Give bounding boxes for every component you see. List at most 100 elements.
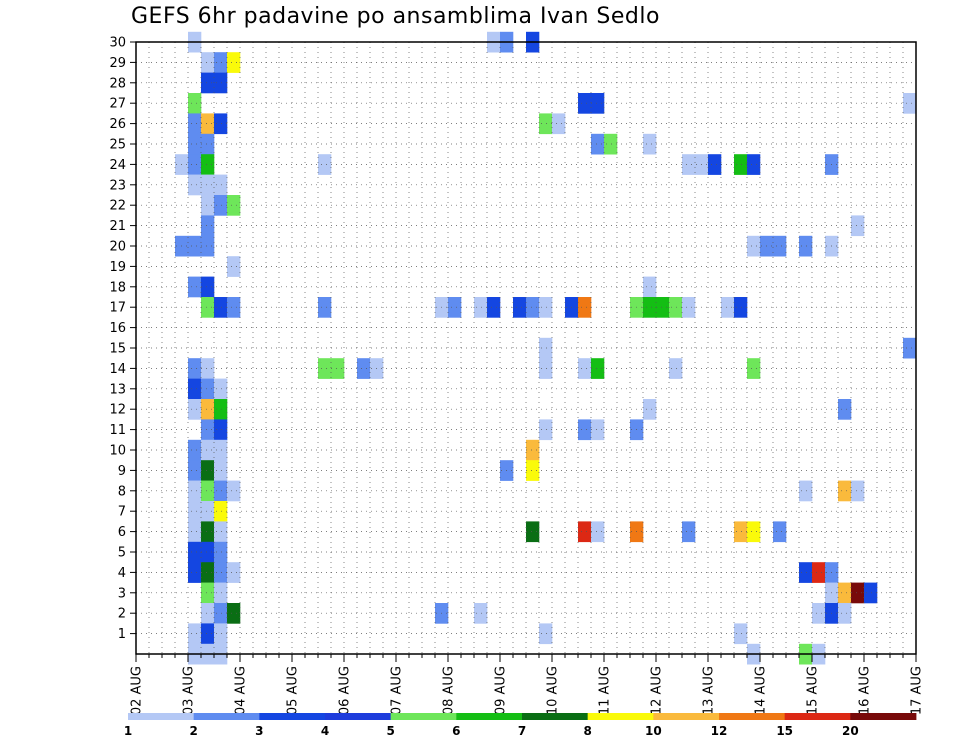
colorbar-label: 10 <box>645 724 662 738</box>
precip-cell <box>539 113 553 135</box>
x-tick-label: 16 AUG <box>858 666 873 715</box>
colorbar-label: 2 <box>189 724 197 738</box>
y-axis: 1234567891011121314151617181920212223242… <box>109 36 136 642</box>
precip-cell <box>539 358 553 379</box>
precip-cell <box>773 521 787 543</box>
colorbar-label: 15 <box>776 724 793 738</box>
precip-cell <box>214 72 228 94</box>
precip-cell <box>214 419 228 441</box>
precip-cell <box>318 358 332 379</box>
precip-cell <box>734 154 748 175</box>
precip-cell <box>201 582 215 604</box>
precip-cell <box>734 623 748 645</box>
y-tick-label: 30 <box>109 36 126 51</box>
colorbar-label: 7 <box>518 724 526 738</box>
precip-cell <box>214 562 228 583</box>
precip-cell <box>799 562 813 583</box>
precip-cell <box>214 399 228 420</box>
precip-cell <box>851 582 865 604</box>
precip-cell <box>201 113 215 135</box>
precip-cell <box>227 256 241 277</box>
precip-cell <box>747 358 761 379</box>
precip-cell <box>747 235 761 257</box>
precip-cell <box>773 235 787 257</box>
x-tick-label: 11 AUG <box>598 666 613 715</box>
precip-cell <box>214 623 228 645</box>
precip-cell <box>201 215 215 237</box>
precip-cell <box>643 297 657 318</box>
precip-cell <box>201 399 215 420</box>
precip-cell <box>227 297 241 318</box>
precip-cell <box>578 93 592 114</box>
precip-cell <box>201 52 215 73</box>
x-tick-label: 08 AUG <box>442 666 457 715</box>
y-tick-label: 20 <box>109 240 126 255</box>
x-axis: 02 AUG 03 AUG 04 AUG 05 AUG 06 AUG 07 AUG 08 A… <box>130 654 925 715</box>
precip-cell <box>214 195 228 216</box>
y-tick-label: 16 <box>109 321 126 336</box>
precip-cell <box>643 276 657 298</box>
chart-title: GEFS 6hr padavine po ansamblima Ivan Sed… <box>131 4 660 29</box>
precip-cell <box>201 541 215 563</box>
y-tick-label: 6 <box>118 525 126 540</box>
precip-cell <box>201 439 215 461</box>
precip-cell <box>201 276 215 298</box>
precip-cell <box>539 297 553 318</box>
y-tick-label: 27 <box>109 97 126 112</box>
precip-cell <box>214 501 228 522</box>
precip-cell <box>201 378 215 400</box>
precip-cell <box>591 93 605 114</box>
colorbar-label: 12 <box>711 724 728 738</box>
y-tick-label: 24 <box>109 158 126 173</box>
precip-cell <box>214 521 228 543</box>
precip-cell <box>331 358 345 379</box>
precip-cell <box>578 297 592 318</box>
precip-cell <box>526 297 540 318</box>
y-tick-label: 3 <box>118 586 126 601</box>
y-tick-label: 11 <box>109 423 126 438</box>
y-tick-label: 29 <box>109 56 126 71</box>
colorbar-label: 1 <box>124 724 132 738</box>
precip-cell <box>539 337 553 359</box>
y-tick-label: 22 <box>109 199 126 214</box>
precip-cell <box>188 378 202 400</box>
precip-cell <box>643 133 657 155</box>
precip-cell <box>188 399 202 420</box>
precip-cell <box>643 399 657 420</box>
precip-cell <box>513 297 527 318</box>
precip-cell <box>526 521 540 543</box>
y-tick-label: 23 <box>109 178 126 193</box>
precip-cell <box>214 480 228 502</box>
x-tick-label: 13 AUG <box>702 666 717 715</box>
precip-cell <box>201 623 215 645</box>
y-tick-label: 9 <box>118 464 126 479</box>
y-tick-label: 28 <box>109 76 126 91</box>
precip-cell <box>552 113 566 135</box>
precip-cell <box>188 439 202 461</box>
colorbar-label: 5 <box>386 724 394 738</box>
colorbar: 1 2 3 4 5 6 7 8 10 12 15 20 <box>124 713 917 738</box>
precip-cell <box>214 541 228 563</box>
precip-cell <box>656 297 670 318</box>
colorbar-swatch <box>456 713 523 720</box>
colorbar-swatch <box>850 713 917 720</box>
precip-cell <box>682 521 696 543</box>
x-tick-label: 02 AUG <box>130 666 145 715</box>
y-tick-label: 25 <box>109 138 126 153</box>
y-tick-label: 18 <box>109 280 126 295</box>
y-tick-label: 1 <box>118 627 126 642</box>
precip-cell <box>201 195 215 216</box>
precip-cell <box>227 562 241 583</box>
y-tick-label: 12 <box>109 403 126 418</box>
precip-cell <box>591 521 605 543</box>
precip-cell <box>214 582 228 604</box>
precip-cell <box>851 480 865 502</box>
precip-cell <box>201 460 215 481</box>
precip-cell <box>448 297 462 318</box>
y-tick-label: 14 <box>109 362 126 377</box>
precip-cell <box>903 337 917 359</box>
colorbar-swatch <box>193 713 260 720</box>
precip-cell <box>591 133 605 155</box>
precip-cell <box>214 113 228 135</box>
